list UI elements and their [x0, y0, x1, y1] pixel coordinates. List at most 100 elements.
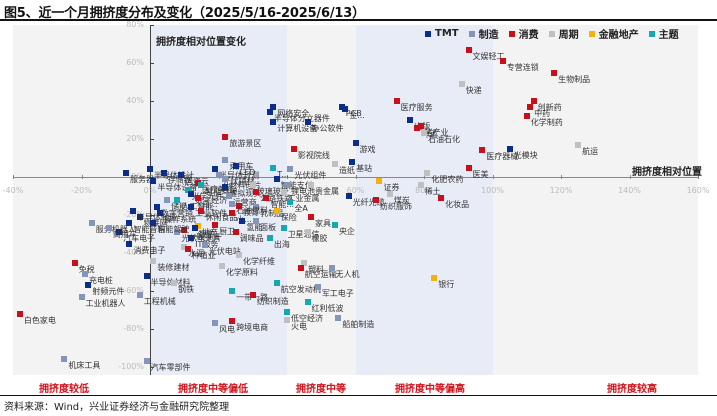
data-point-marker	[349, 158, 356, 165]
data-point-marker	[253, 204, 260, 211]
data-point-marker	[287, 166, 294, 173]
data-point-marker	[229, 288, 236, 294]
data-point-label: 全A	[294, 203, 308, 213]
data-point-marker	[123, 170, 130, 177]
data-point-label: 红利低波	[311, 304, 344, 314]
data-point-marker	[424, 170, 431, 177]
data-point-label: 厨卫...	[219, 226, 243, 236]
data-point-label: 工业机器人	[85, 298, 126, 308]
data-point-marker	[465, 46, 472, 53]
data-point-marker	[266, 109, 273, 116]
data-point-marker	[249, 181, 256, 188]
data-point-marker	[218, 263, 225, 270]
data-point-marker	[212, 221, 219, 228]
data-point-marker	[273, 280, 280, 287]
x-tick-mark	[424, 175, 425, 179]
data-point-label: 人工智能	[181, 201, 214, 211]
data-point-label: 射频元件	[92, 287, 125, 297]
y-tick-label: 80%	[126, 20, 144, 29]
data-point-label: 玻璃玻纤	[256, 186, 289, 196]
data-point-label: 航空发动机	[280, 285, 321, 295]
data-point-marker	[85, 282, 92, 289]
data-point-label: 机床工具	[68, 361, 101, 371]
data-point-marker	[331, 221, 338, 228]
x-tick-label: 40%	[278, 186, 296, 195]
y-tick-label: -20%	[123, 210, 144, 219]
data-point-label: 啤酒	[421, 129, 438, 139]
y-tick-mark	[150, 101, 154, 102]
y-tick-mark	[150, 139, 154, 140]
data-point-marker	[212, 320, 219, 327]
data-point-marker	[270, 103, 277, 110]
legend-item-tmt: TMT	[425, 26, 459, 41]
data-point-label: 免税	[78, 264, 95, 274]
data-point-label: 智能音箱	[133, 224, 166, 234]
data-point-marker	[136, 291, 143, 298]
data-point-marker	[414, 124, 421, 131]
data-point-label: 猪产业	[424, 127, 449, 137]
legend-item-consumption: 消费	[508, 26, 539, 41]
data-point-marker	[287, 198, 294, 205]
x-tick-label: -20%	[71, 186, 92, 195]
data-point-marker	[249, 291, 256, 298]
data-point-label: 工程机械	[143, 296, 176, 306]
legend-item-theme: 主题	[648, 26, 679, 41]
data-point-marker	[335, 314, 342, 321]
data-point-marker	[222, 183, 229, 190]
legend-item-finance-realestate: 金融地产	[588, 26, 639, 41]
figure-title: 图5、近一个月拥挤度分布及变化（2025/5/16-2025/6/13）	[4, 6, 365, 21]
data-point-marker	[222, 156, 229, 163]
data-point-label: 化学制药	[530, 118, 563, 128]
data-point-label: 旅游景区	[229, 139, 262, 149]
x-tick-mark	[355, 175, 357, 179]
data-point-marker	[194, 223, 201, 230]
data-point-label: 金...	[349, 110, 365, 120]
y-tick-label: -60%	[123, 286, 144, 295]
data-point-marker	[105, 225, 112, 232]
data-point-marker	[147, 166, 153, 173]
data-point-label: 生物制品	[558, 74, 591, 84]
data-point-label: 银行	[438, 279, 455, 289]
data-point-marker	[174, 229, 181, 236]
data-point-label: 稀土	[424, 186, 441, 196]
zone-label-mid-high: 拥挤度中等偏高	[395, 384, 465, 395]
zone-label-high: 拥挤度较高	[607, 384, 657, 395]
data-point-label: 化肥农药	[431, 175, 464, 185]
x-tick-label: 0%	[143, 186, 157, 195]
data-point-label: 医疗器械	[486, 152, 519, 162]
data-point-label: 橡胶	[311, 234, 328, 244]
data-point-label: 水泥	[188, 249, 205, 259]
y-tick-mark	[150, 329, 154, 330]
legend-swatch	[425, 30, 431, 37]
x-tick-label: 120%	[549, 186, 573, 195]
data-point-marker	[314, 284, 321, 291]
legend-item-manufacturing: 制造	[468, 26, 499, 41]
data-point-label: 数字...	[198, 230, 223, 240]
data-point-marker	[342, 105, 349, 112]
data-point-marker	[164, 196, 171, 203]
data-point-marker	[229, 200, 236, 207]
zone-band-mid	[287, 25, 356, 375]
data-point-label: 数字经济	[195, 196, 228, 206]
x-tick-mark	[698, 175, 699, 179]
data-point-label: 煤炭	[393, 196, 410, 206]
data-point-label: 保险	[280, 213, 297, 223]
x-tick-label: 20%	[209, 186, 228, 195]
data-point-label: 央企	[338, 226, 355, 236]
data-point-marker	[266, 234, 273, 241]
x-tick-label: 100%	[481, 186, 504, 195]
legend-label: TMT	[435, 28, 459, 39]
data-point-marker	[184, 187, 191, 194]
y-axis	[150, 25, 151, 375]
data-point-marker	[157, 210, 164, 217]
data-point-label: 光伏辅材	[222, 177, 255, 187]
data-point-marker	[222, 134, 229, 141]
x-axis-title: 拥挤度相对位置	[632, 167, 702, 178]
data-point-label: 地产	[201, 228, 218, 238]
data-point-marker	[530, 98, 537, 104]
y-tick-mark	[150, 25, 154, 26]
data-point-label: 虚拟现实	[229, 188, 262, 198]
data-point-label: 公路铁路	[260, 194, 293, 204]
data-point-marker	[215, 172, 222, 179]
y-tick-mark	[150, 367, 154, 368]
